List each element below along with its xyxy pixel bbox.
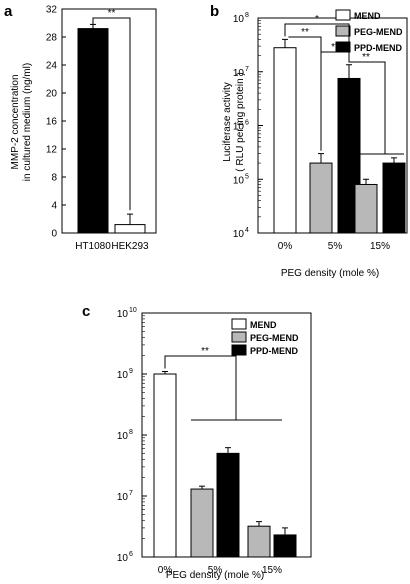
panel-c-ytick-label: 10 (117, 553, 129, 564)
panel-a-ytick-label: 20 (46, 89, 58, 100)
panel-c-ytick-exponent: 9 (129, 368, 133, 375)
panel-b-significance-label: ** (331, 42, 339, 53)
panel-c-bar (247, 525, 271, 558)
panel-a-bar (77, 28, 109, 234)
panel-c-significance-bracket (164, 355, 237, 420)
panel-a-xtick-label: HEK293 (111, 241, 149, 252)
panel-a-ytick-label: 4 (51, 201, 57, 212)
panel-b-bar (273, 47, 297, 234)
panel-b-ytick-exponent: 5 (245, 173, 249, 180)
panel-a-ytick-label: 28 (46, 33, 58, 44)
panel-c-significance-label: ** (201, 346, 209, 357)
panel-b-xlabel: PEG density (mole %) (281, 268, 379, 279)
panel-c-bar (153, 373, 177, 558)
panel-a-ytick-label: 24 (46, 61, 58, 72)
panel-b-significance-label: ** (362, 52, 370, 63)
panel-b-ytick-exponent: 4 (245, 227, 249, 234)
panel-b-xtick-label: 15% (370, 241, 390, 252)
panel-b-bar (354, 183, 378, 234)
panel-a-bar (114, 224, 146, 234)
panel-c-xtick-label: 0% (158, 565, 173, 576)
panel-c-ytick-exponent: 7 (129, 490, 133, 497)
panel-c-bar (216, 452, 240, 558)
panel-b-legend-swatch (335, 25, 351, 37)
panel-a-frame (61, 8, 157, 234)
panel-c-ytick-exponent: 8 (129, 429, 133, 436)
panel-b-ytick-label: 10 (233, 122, 245, 133)
panel-b-bar (382, 162, 406, 234)
panel-a-ylabel-line2: in cultured medium (ng/ml) (22, 63, 33, 181)
panel-a-ytick-label: 8 (51, 173, 57, 184)
panel-c-ytick-exponent: 10 (129, 307, 137, 314)
panel-c-xtick-label: 5% (208, 565, 223, 576)
panel-c-legend-swatch (231, 318, 247, 330)
panel-a-xtick-label: HT1080 (75, 241, 111, 252)
panel-b-xtick-label: 0% (278, 241, 293, 252)
panel-b-ytick-label: 10 (233, 14, 245, 25)
panel-c-legend-label: PEG-MEND (250, 333, 299, 343)
panel-a-ytick-label: 12 (46, 145, 58, 156)
panel-a-ytick-label: 32 (46, 5, 58, 16)
panel-b-ylabel-line1: Luciferase activity (222, 82, 233, 161)
panel-a-ylabel-line1: MMP-2 concentration (10, 74, 21, 169)
panel-b-xtick-label: 5% (328, 241, 343, 252)
panel-c-legend-label: MEND (250, 320, 277, 330)
panel-b-ytick-exponent: 6 (245, 120, 249, 127)
panel-c-ytick-label: 10 (117, 492, 129, 503)
panel-c-legend-swatch (231, 331, 247, 343)
panel-b-significance-bracket (320, 51, 350, 151)
panel-label-c: c (82, 303, 90, 320)
panel-b-ytick-label: 10 (233, 229, 245, 240)
panel-b-ytick-label: 10 (233, 68, 245, 79)
panel-a-plot: 0 4 8 12 16 20 24 28 32 HT1080 HEK293 ** (46, 5, 157, 252)
panel-b-significance-bracket (348, 61, 386, 154)
panel-b-legend-swatch (335, 9, 351, 21)
panel-c-xtick-label: 15% (262, 565, 282, 576)
panel-a-significance-bracket (92, 17, 131, 211)
panel-b-ytick-label: 10 (233, 175, 245, 186)
panel-c-ytick-label: 10 (117, 370, 129, 381)
panel-c-legend-swatch (231, 344, 247, 356)
panel-label-b: b (210, 3, 219, 20)
panel-b-legend-label: MEND (354, 11, 381, 21)
panel-c-bar (190, 488, 214, 558)
panel-b-ytick-exponent: 7 (245, 66, 249, 73)
panel-label-a: a (4, 3, 13, 20)
panel-b-ytick-exponent: 8 (245, 12, 249, 19)
panel-c-ytick-exponent: 6 (129, 551, 133, 558)
panel-b-ylabel-line2: ( RLU per mg protein ) (235, 72, 246, 171)
panel-c-legend-label: PPD-MEND (250, 346, 299, 356)
panel-b-significance-label: ** (301, 27, 309, 38)
panel-b-significance-label: * (315, 14, 319, 25)
panel-b-significance-bracket (284, 23, 350, 62)
panel-a-ytick-label: 16 (46, 117, 58, 128)
panel-b-legend-label: PEG-MEND (354, 27, 403, 37)
panel-a-ytick-label: 0 (51, 229, 57, 240)
panel-b-legend-label: PPD-MEND (354, 43, 403, 53)
panel-c-ytick-label: 10 (117, 431, 129, 442)
panel-b-bar (309, 162, 333, 234)
panel-a-significance-label: ** (108, 8, 116, 19)
panel-c-ytick-label: 10 (117, 309, 129, 320)
panel-c-xlabel: PEG density (mole %) (166, 570, 264, 581)
panel-c-bar (273, 534, 297, 558)
